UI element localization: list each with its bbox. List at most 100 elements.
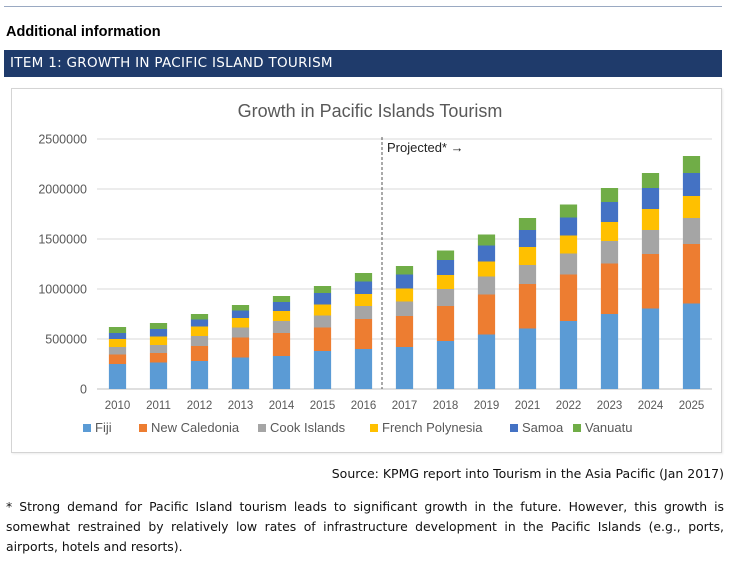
bar-segment	[272, 311, 291, 321]
bar-segment	[477, 294, 496, 335]
bar-segment	[149, 329, 168, 337]
bar-segment	[682, 196, 701, 218]
x-tick-label: 2014	[269, 400, 295, 412]
bar-segment	[313, 315, 332, 328]
item-banner: ITEM 1: GROWTH IN PACIFIC ISLAND TOURISM	[4, 50, 722, 77]
bar-segment	[600, 188, 619, 202]
x-tick-label: 2024	[638, 400, 664, 412]
bar-segment	[354, 319, 373, 349]
bar-segment	[395, 347, 414, 389]
bar-segment	[313, 351, 332, 389]
bar-segment	[682, 303, 701, 389]
legend-swatch	[370, 424, 378, 432]
bar-segment	[641, 308, 660, 389]
bar-segment	[436, 260, 455, 275]
bar-segment	[190, 361, 209, 389]
bar-segment	[108, 354, 127, 364]
bar-segment	[395, 301, 414, 316]
bar-segment	[559, 274, 578, 321]
bar-segment	[559, 235, 578, 254]
bar-segment	[354, 349, 373, 389]
bar-segment	[231, 310, 250, 318]
x-tick-label: 2022	[556, 400, 582, 412]
bar-segment	[682, 218, 701, 244]
bar-segment	[272, 296, 291, 302]
legend-swatch	[139, 424, 147, 432]
page-title: Additional information	[6, 24, 161, 40]
legend-swatch	[510, 424, 518, 432]
bar-segment	[682, 173, 701, 196]
x-tick-label: 2017	[392, 400, 418, 412]
bar-segment	[436, 250, 455, 260]
bar-segment	[108, 339, 127, 347]
bar-segment	[559, 253, 578, 275]
bar-segment	[518, 230, 537, 247]
bar-segment	[190, 319, 209, 327]
bar-segment	[436, 289, 455, 306]
bar-layer	[108, 156, 701, 389]
x-tick-label: 2021	[515, 400, 541, 412]
bar-segment	[108, 333, 127, 339]
legend-label: New Caledonia	[151, 420, 240, 435]
bar-segment	[477, 334, 496, 389]
bar-segment	[395, 266, 414, 275]
bar-segment	[149, 353, 168, 363]
bar-segment	[600, 263, 619, 314]
bar-segment	[190, 336, 209, 346]
x-tick-label: 2015	[310, 400, 336, 412]
bar-segment	[477, 234, 496, 246]
bar-segment	[149, 336, 168, 345]
tourism-chart: 0 500000 1000000 1500000 2000000 2500000 2010 2…	[38, 101, 712, 435]
bar-segment	[149, 323, 168, 329]
legend-label: Fiji	[95, 420, 112, 435]
x-tick-label: 2011	[146, 400, 171, 412]
bar-segment	[641, 230, 660, 254]
bar-segment	[600, 241, 619, 264]
bar-segment	[395, 274, 414, 289]
x-tick-label: 2012	[187, 400, 213, 412]
bar-segment	[108, 364, 127, 389]
bar-segment	[682, 156, 701, 173]
x-tick-label: 2025	[679, 400, 705, 412]
bar-segment	[354, 281, 373, 294]
x-tick-label: 2013	[228, 400, 254, 412]
bar-segment	[190, 326, 209, 336]
bar-segment	[190, 346, 209, 361]
bar-segment	[313, 286, 332, 293]
bar-segment	[272, 356, 291, 389]
bar-segment	[231, 327, 250, 338]
bar-segment	[436, 341, 455, 389]
bar-segment	[518, 218, 537, 230]
bar-segment	[477, 276, 496, 295]
bar-segment	[600, 314, 619, 389]
bar-segment	[641, 188, 660, 209]
bar-segment	[313, 293, 332, 305]
source-citation: Source: KPMG report into Tourism in the …	[331, 466, 724, 481]
bar-segment	[149, 345, 168, 353]
bar-segment	[190, 314, 209, 320]
y-tick-label: 1000000	[38, 283, 87, 297]
bar-segment	[641, 173, 660, 188]
y-tick-label: 1500000	[38, 233, 87, 247]
y-tick-label: 2500000	[38, 133, 87, 147]
bar-segment	[231, 305, 250, 311]
legend-swatch	[83, 424, 91, 432]
bar-segment	[231, 357, 250, 389]
top-rule	[4, 6, 722, 7]
footnote: * Strong demand for Pacific Island touri…	[6, 499, 724, 554]
bar-segment	[354, 294, 373, 306]
bar-segment	[641, 209, 660, 230]
bar-segment	[231, 337, 250, 358]
legend-label: French Polynesia	[382, 420, 483, 435]
bar-segment	[395, 316, 414, 347]
bar-segment	[518, 284, 537, 329]
legend-label: Cook Islands	[270, 420, 346, 435]
bar-segment	[272, 321, 291, 333]
legend-swatch	[573, 424, 581, 432]
bar-segment	[518, 328, 537, 389]
bar-segment	[559, 321, 578, 389]
bar-segment	[600, 202, 619, 222]
bar-segment	[682, 244, 701, 304]
axis-labels: 0 500000 1000000 1500000 2000000 2500000 2010 2…	[38, 133, 704, 413]
x-tick-label: 2023	[597, 400, 623, 412]
